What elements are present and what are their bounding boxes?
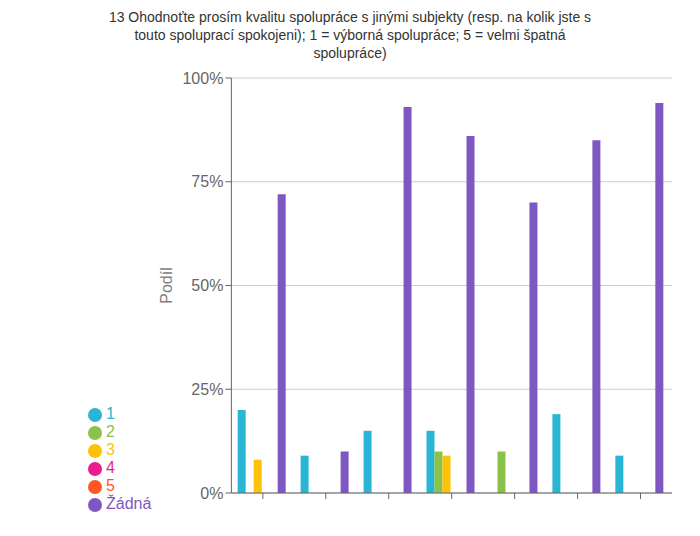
- html-text:5: 5: [106, 477, 115, 494]
- svg-text:Podíl: Podíl: [158, 267, 175, 303]
- html-text:13 Ohodnoťte prosím kvalitu sp: 13 Ohodnoťte prosím kvalitu spolupráce s…: [108, 9, 592, 61]
- svg-text:0%: 0%: [200, 485, 223, 502]
- html-text:1: 1: [106, 405, 115, 422]
- svg-text:25%: 25%: [191, 381, 223, 398]
- html-text:2: 2: [106, 423, 115, 440]
- svg-text:75%: 75%: [191, 173, 223, 190]
- html-text:Žádná: Žádná: [106, 495, 152, 512]
- html-text:4: 4: [106, 459, 115, 476]
- html-text:3: 3: [106, 441, 115, 458]
- svg-text:50%: 50%: [191, 277, 223, 294]
- svg-text:100%: 100%: [182, 70, 223, 87]
